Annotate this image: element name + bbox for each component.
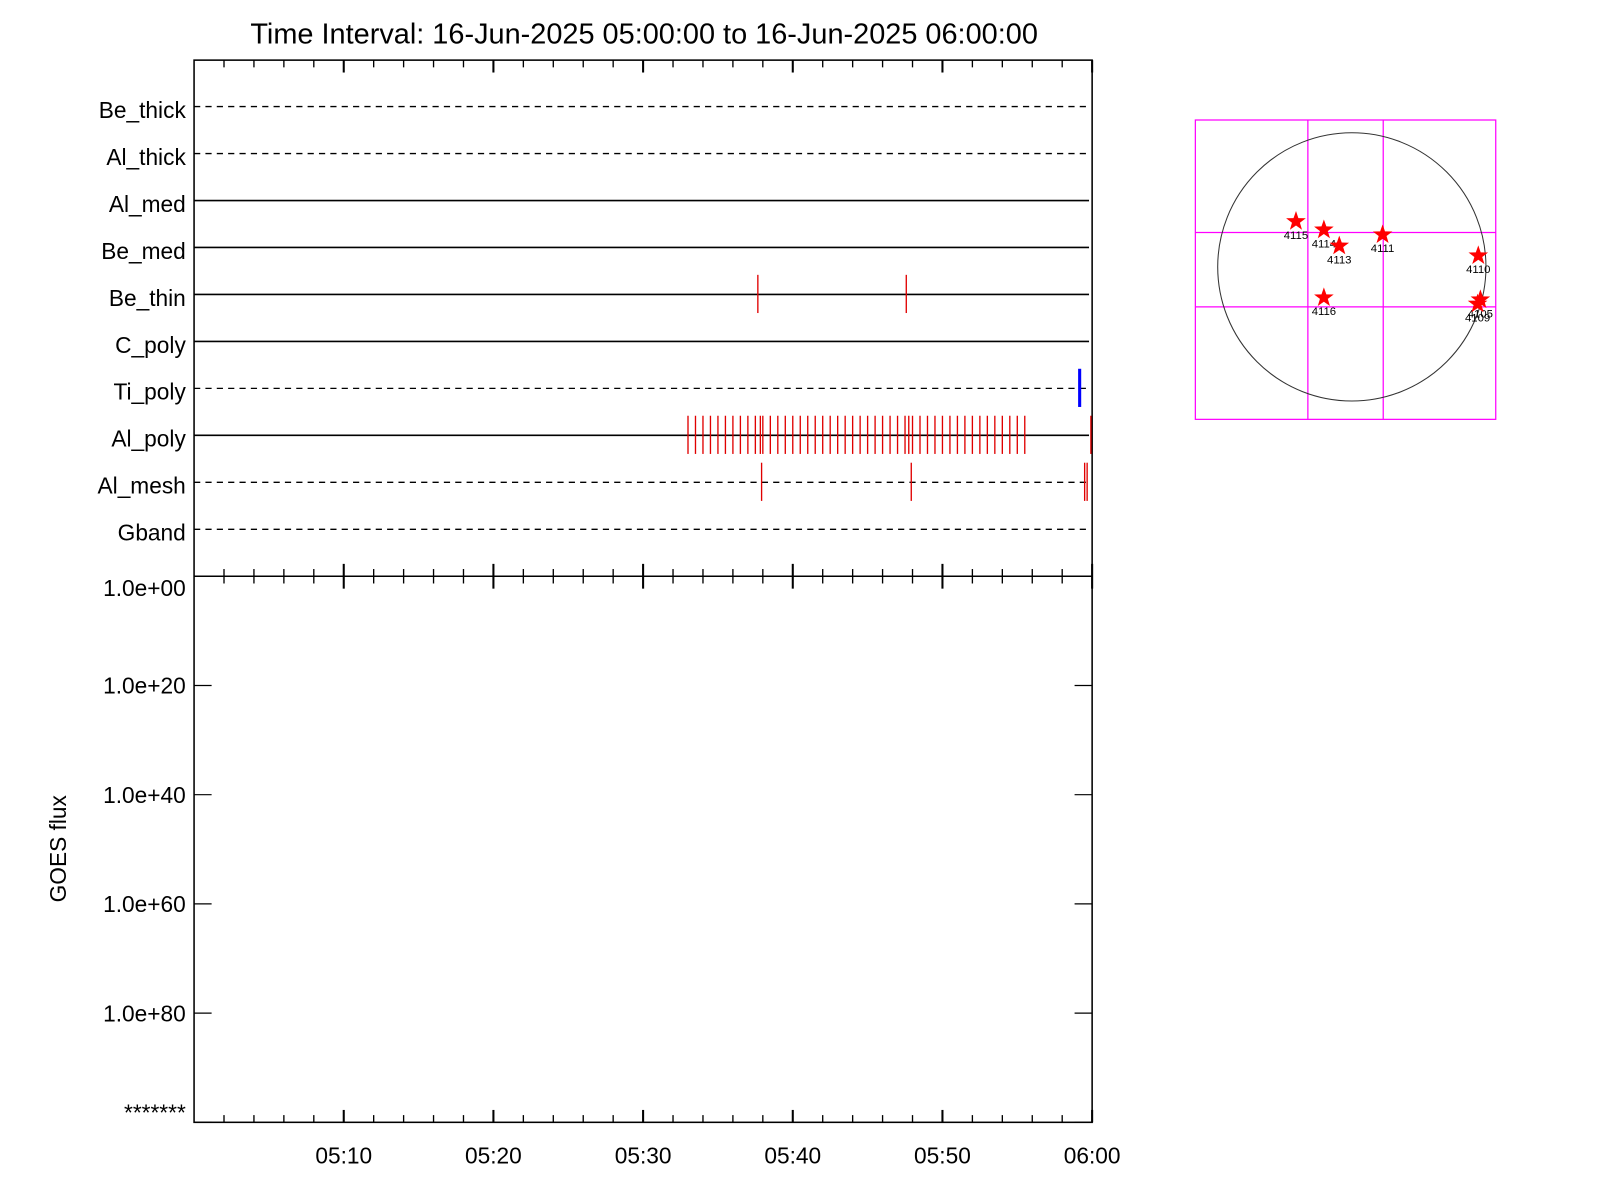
row-label: Al_poly [111, 426, 186, 452]
y-axis-label: GOES flux [45, 795, 71, 903]
region-star [1470, 289, 1491, 309]
chart-title: Time Interval: 16-Jun-2025 05:00:00 to 1… [250, 19, 1038, 51]
row-label: Ti_poly [114, 379, 187, 405]
region-label: 4115 [1284, 230, 1308, 242]
region-star [1314, 287, 1334, 307]
x-tick-label: 06:00 [1064, 1143, 1121, 1169]
region-star [1286, 211, 1306, 230]
region-star [1314, 219, 1334, 239]
region-star [1467, 293, 1488, 313]
y-tick-label: 1.0e+80 [103, 1000, 186, 1026]
row-label: Gband [118, 520, 186, 546]
y-tick-label: 1.0e+60 [103, 891, 186, 917]
x-tick-label: 05:40 [764, 1143, 821, 1169]
row-label: Al_thick [106, 144, 186, 170]
x-tick-label: 05:10 [315, 1143, 372, 1169]
region-star [1372, 224, 1393, 244]
region-label: 4110 [1466, 264, 1490, 276]
map-frame [1194, 119, 1497, 420]
x-tick-label: 05:50 [914, 1143, 971, 1169]
x-tick-label: 05:20 [465, 1143, 522, 1169]
region-label: 4116 [1312, 306, 1336, 318]
x-tick-label: 05:30 [615, 1143, 672, 1169]
region-label: 4113 [1327, 254, 1351, 266]
row-label: C_poly [115, 332, 186, 358]
solar-limb [1217, 132, 1487, 402]
row-label: Be_thin [109, 285, 186, 311]
row-label: Al_mesh [98, 473, 186, 499]
y-tick-label: ******* [124, 1099, 186, 1125]
region-label: 4111 [1371, 243, 1395, 255]
row-label: Be_med [101, 238, 186, 264]
y-tick-label: 1.0e+00 [103, 575, 186, 601]
region-star [1329, 235, 1350, 255]
y-tick-label: 1.0e+20 [103, 673, 186, 699]
region-star [1468, 245, 1489, 264]
row-label: Al_med [109, 191, 186, 217]
y-tick-label: 1.0e+40 [103, 782, 186, 808]
row-label: Be_thick [99, 97, 187, 123]
region-label: 4114 [1312, 238, 1336, 250]
region-label: 4109 [1465, 312, 1490, 324]
region-label: 4105 [1468, 308, 1493, 320]
